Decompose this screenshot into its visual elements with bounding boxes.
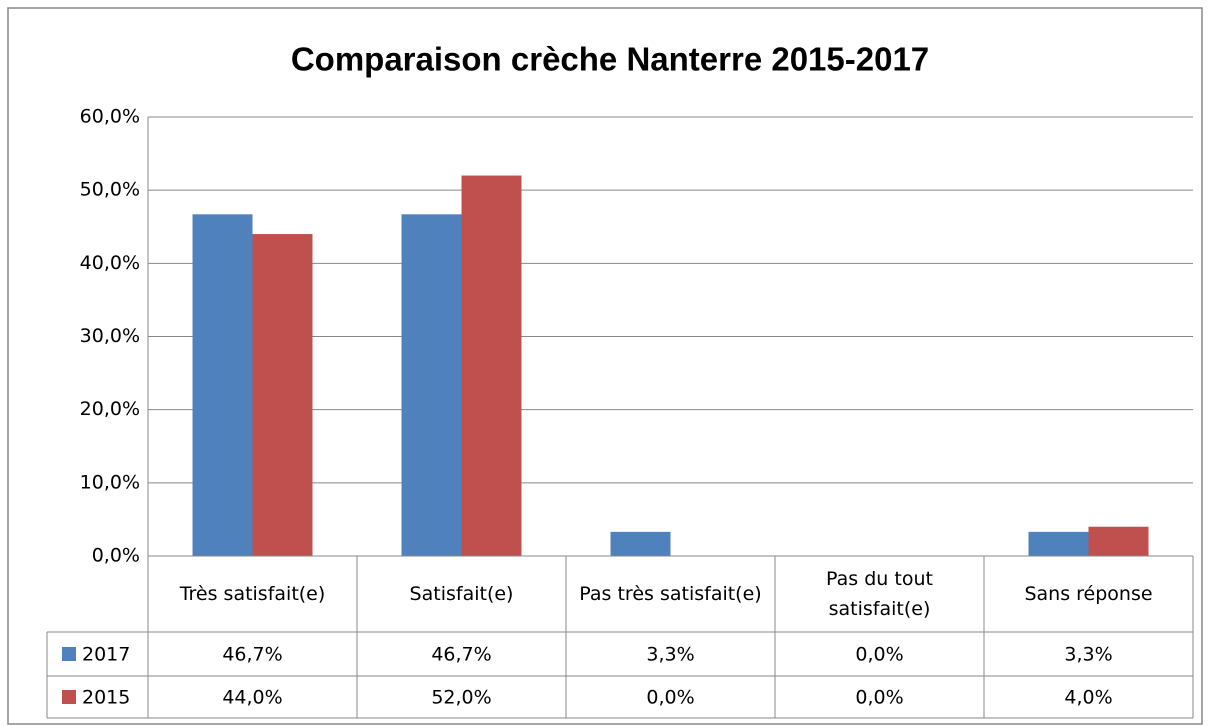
- table-value: 0,0%: [646, 687, 694, 709]
- table-value: 4,0%: [1064, 687, 1112, 709]
- bar: [610, 531, 671, 556]
- legend-label: 2015: [82, 687, 130, 709]
- y-tick-label: 30,0%: [80, 325, 140, 347]
- table-value: 3,3%: [646, 644, 694, 666]
- bar: [192, 214, 253, 557]
- y-tick-label: 20,0%: [80, 398, 140, 420]
- legend-key: [62, 690, 76, 704]
- table-value: 52,0%: [431, 687, 491, 709]
- x-tick-label: Pas très satisfait(e): [579, 583, 762, 605]
- y-tick-label: 50,0%: [80, 179, 140, 201]
- table-value: 0,0%: [855, 687, 903, 709]
- y-tick-label: 10,0%: [80, 471, 140, 493]
- table-value: 0,0%: [855, 644, 903, 666]
- x-tick-label: Pas du tout satisfait(e): [826, 568, 933, 620]
- legend-label: 2017: [82, 644, 130, 666]
- bar: [401, 214, 462, 557]
- x-tick-label: Satisfait(e): [409, 583, 514, 605]
- x-tick-label: Sans réponse: [1024, 583, 1153, 605]
- table-value: 3,3%: [1064, 644, 1112, 666]
- legend-key: [62, 647, 76, 661]
- bar: [1028, 531, 1089, 556]
- table-value: 46,7%: [222, 644, 282, 666]
- table-value: 44,0%: [222, 687, 282, 709]
- table-value: 46,7%: [431, 644, 491, 666]
- x-tick-label: Très satisfait(e): [179, 583, 326, 605]
- y-tick-label: 40,0%: [80, 252, 140, 274]
- chart-title: Comparaison crèche Nanterre 2015-2017: [291, 41, 929, 78]
- y-tick-label: 0,0%: [92, 545, 140, 567]
- y-tick-label: 60,0%: [80, 106, 140, 128]
- bar: [252, 234, 313, 557]
- bar: [461, 175, 522, 557]
- bar: [1088, 526, 1149, 556]
